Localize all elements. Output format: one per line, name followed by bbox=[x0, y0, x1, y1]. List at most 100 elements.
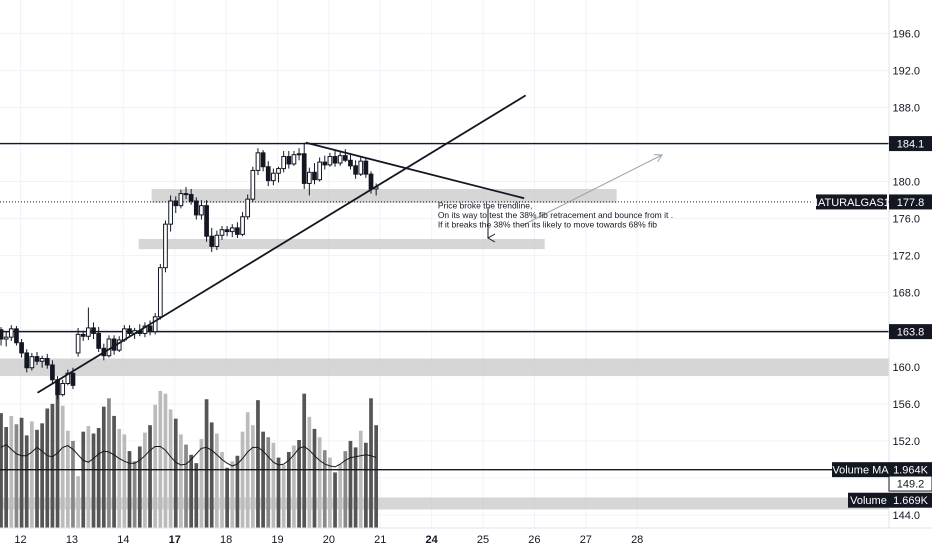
candle-down bbox=[265, 166, 271, 182]
volume-bar bbox=[55, 394, 60, 528]
volume-bar bbox=[281, 465, 286, 528]
volume-bar bbox=[184, 444, 188, 528]
time-tick-label: 28 bbox=[631, 534, 643, 546]
volume-bar bbox=[307, 416, 312, 528]
candle-up bbox=[219, 229, 225, 236]
candle-up bbox=[60, 382, 66, 396]
candle-down bbox=[235, 227, 240, 235]
candle-down bbox=[312, 171, 317, 181]
price-tag-text-resistance: 184.1 bbox=[897, 139, 925, 151]
volume-bar bbox=[338, 464, 343, 528]
price-zone bbox=[151, 188, 617, 203]
volume-bar bbox=[60, 405, 65, 528]
price-tick-label: 188.0 bbox=[892, 102, 920, 114]
price-tag-text-level-149: 149.2 bbox=[897, 479, 925, 491]
volume-bar bbox=[266, 437, 271, 528]
volume-bar bbox=[168, 409, 173, 528]
candle-up bbox=[199, 205, 204, 216]
volume-bar bbox=[199, 439, 204, 528]
price-tag-level-149 bbox=[888, 475, 932, 492]
volume-bar bbox=[35, 429, 39, 528]
volume-bar bbox=[179, 434, 183, 528]
time-tick-label: 20 bbox=[323, 534, 335, 546]
volume-bar bbox=[261, 431, 265, 528]
volume-bar bbox=[235, 455, 240, 528]
volume-bar bbox=[194, 463, 199, 528]
time-axis[interactable] bbox=[0, 527, 932, 550]
volume-bar bbox=[30, 421, 34, 528]
candle-up bbox=[75, 333, 81, 354]
volume-bar bbox=[81, 431, 86, 528]
volume-ma-line bbox=[0, 443, 377, 468]
candle-down bbox=[50, 364, 55, 381]
candle-up bbox=[29, 356, 35, 369]
candle-down bbox=[147, 325, 153, 333]
candle-up bbox=[3, 336, 9, 340]
candle-down bbox=[80, 333, 86, 337]
time-tick-label: 26 bbox=[528, 534, 540, 546]
candle-down bbox=[19, 342, 24, 354]
volume-bar bbox=[317, 437, 322, 528]
volume-bar bbox=[173, 418, 178, 528]
drawings bbox=[37, 94, 663, 394]
volume-bar bbox=[158, 390, 163, 528]
candle-down bbox=[188, 194, 194, 202]
candle-down bbox=[70, 372, 76, 386]
price-tag-text-last: 177.8 bbox=[897, 197, 925, 209]
time-tick-label: 17 bbox=[169, 534, 181, 546]
volume-bar bbox=[358, 430, 363, 528]
price-tag-resistance bbox=[889, 136, 932, 152]
volume-bar bbox=[117, 428, 122, 528]
volume-bar bbox=[19, 417, 24, 528]
candle-down bbox=[0, 329, 4, 340]
price-tag-symbol bbox=[816, 194, 887, 210]
volume-bar bbox=[333, 472, 337, 528]
candle-up bbox=[281, 156, 287, 170]
price-tag-text-volume: 1.669K bbox=[893, 495, 929, 507]
volume-ma-curve bbox=[0, 443, 377, 468]
price-zone bbox=[138, 238, 545, 250]
price-tag-text-symbol: NATURALGAS1! bbox=[810, 197, 893, 209]
volume-bar bbox=[0, 413, 3, 528]
price-tick-label: 168.0 bbox=[892, 288, 920, 300]
candle-up bbox=[337, 155, 343, 164]
price-tag-volume bbox=[889, 492, 932, 508]
volume-bar bbox=[271, 442, 276, 528]
volume-bar bbox=[86, 426, 91, 528]
volume-bar bbox=[24, 435, 29, 528]
candle-down bbox=[127, 328, 132, 334]
volume-bar bbox=[209, 422, 214, 528]
grid bbox=[0, 0, 889, 528]
volume-bar bbox=[137, 446, 142, 528]
time-tick-label: 18 bbox=[220, 534, 232, 546]
volume-bar bbox=[163, 393, 168, 528]
candle-up bbox=[168, 200, 173, 225]
time-tick-label: 27 bbox=[580, 534, 592, 546]
candle-up bbox=[229, 227, 235, 233]
volume-bar bbox=[328, 457, 332, 528]
volume-bar bbox=[220, 452, 224, 528]
candle-down bbox=[183, 193, 189, 196]
candle-down bbox=[96, 332, 102, 349]
volume-bar bbox=[107, 398, 111, 528]
time-tick-label: 24 bbox=[426, 534, 439, 546]
text-annotation: Price broke the trendline,On its way to … bbox=[438, 200, 673, 229]
volume-bar bbox=[215, 433, 219, 528]
volume-bar bbox=[122, 434, 127, 528]
time-axis-bg bbox=[0, 528, 932, 550]
volume-bar bbox=[302, 393, 307, 528]
volume-bar bbox=[132, 461, 137, 528]
volume-bar bbox=[312, 428, 317, 528]
price-tag-text-volume-ma-label: Volume MA bbox=[832, 465, 889, 477]
candle-down bbox=[91, 327, 96, 334]
candle-up bbox=[163, 223, 168, 269]
candle-up bbox=[240, 216, 245, 235]
price-axis[interactable] bbox=[888, 0, 932, 528]
volume-bar bbox=[9, 415, 14, 528]
price-tag-last bbox=[889, 194, 932, 210]
candle-up bbox=[317, 161, 322, 181]
volume-bar bbox=[50, 403, 55, 528]
volume-bar bbox=[240, 431, 245, 528]
